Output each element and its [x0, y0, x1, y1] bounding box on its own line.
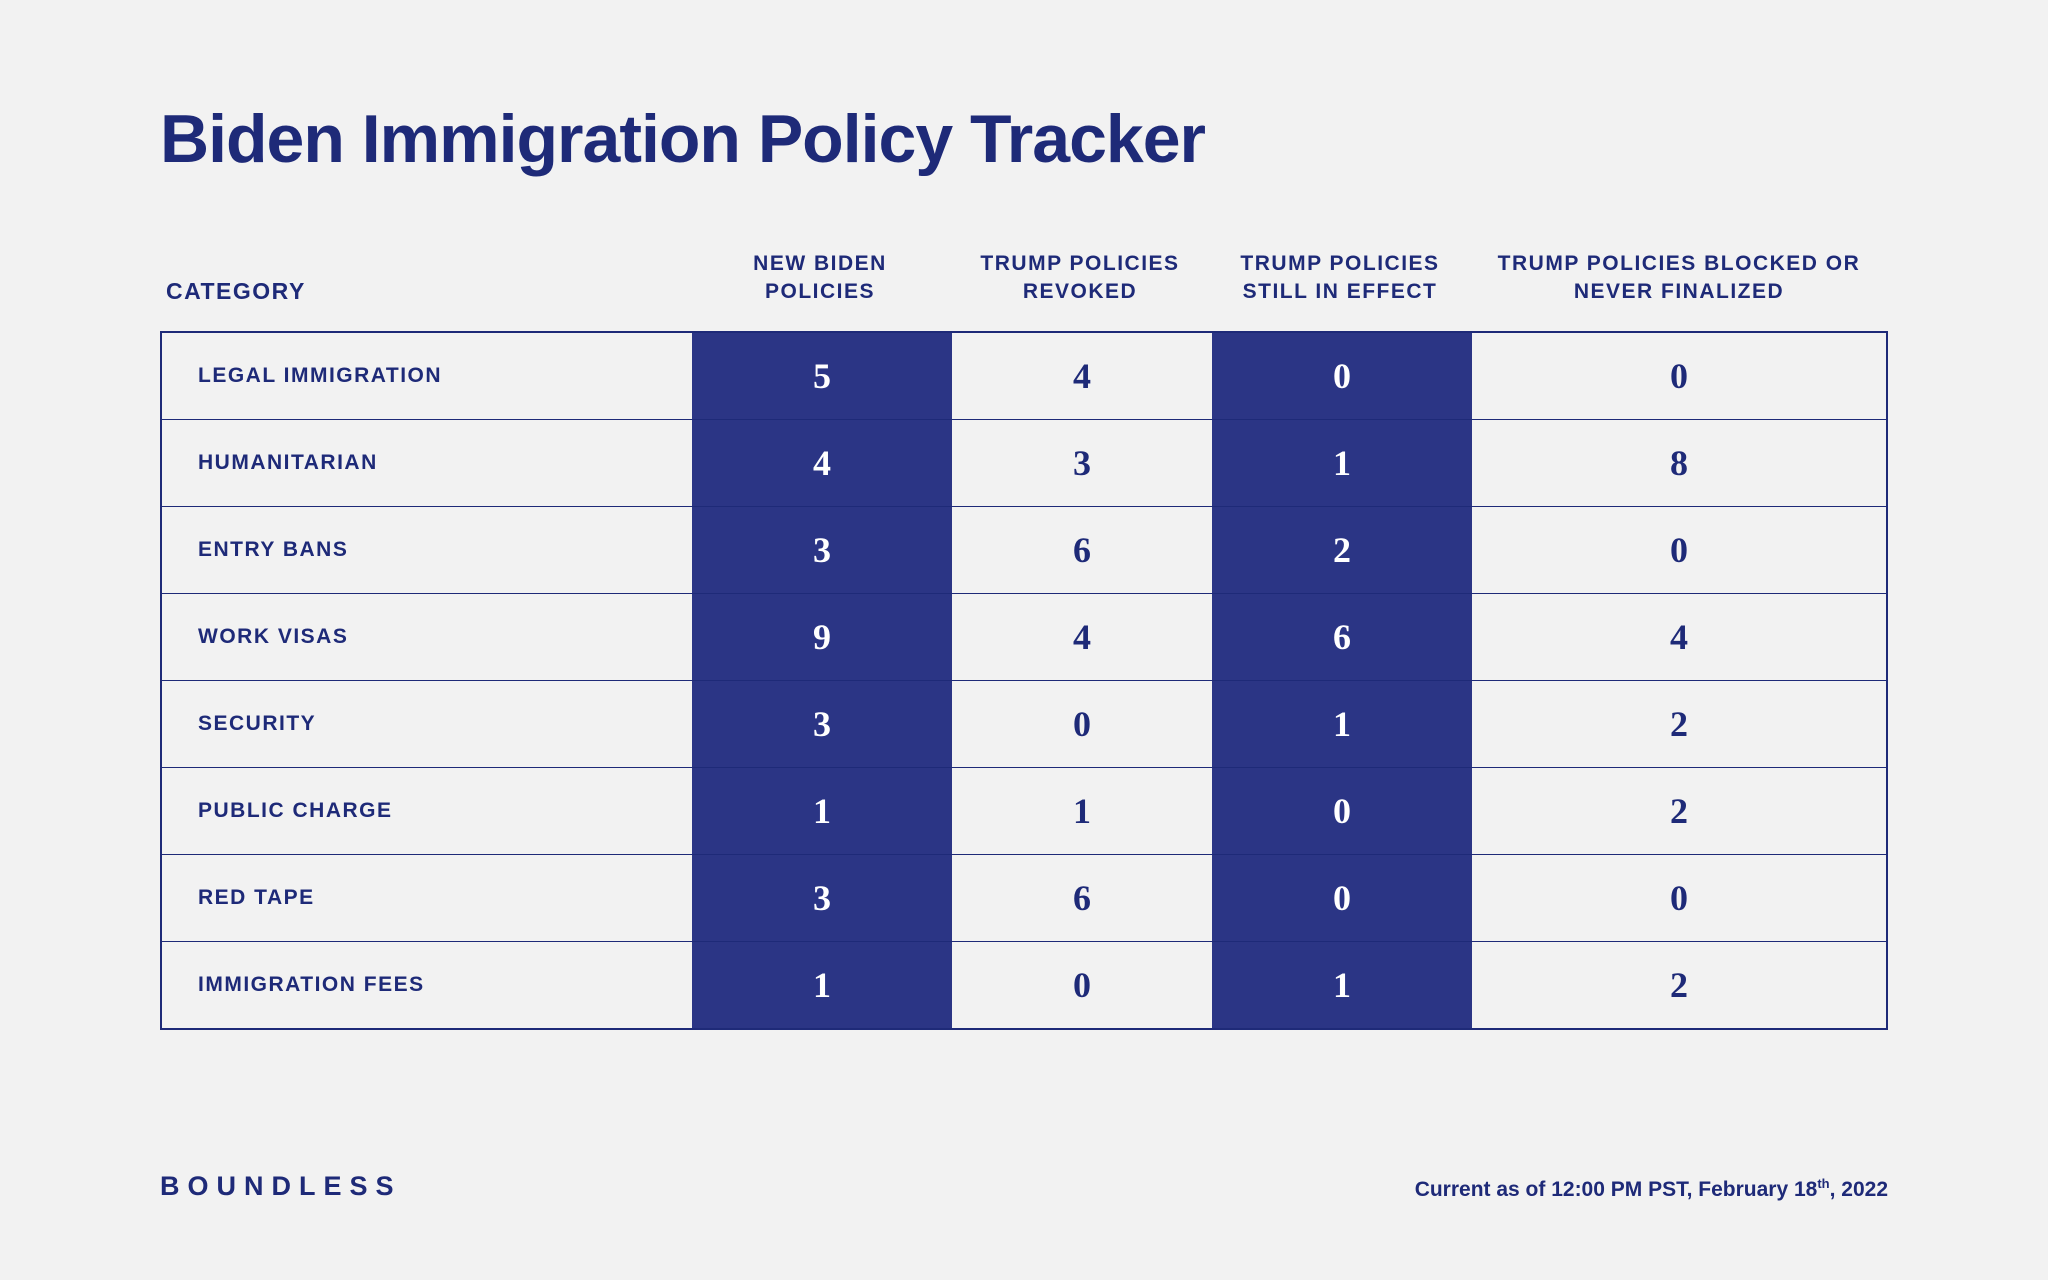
value-cell: 1 — [1212, 942, 1472, 1028]
category-cell: ENTRY BANS — [162, 507, 692, 593]
value-cell: 1 — [1212, 681, 1472, 767]
value-cell: 3 — [692, 855, 952, 941]
date-ordinal: th — [1817, 1176, 1829, 1191]
category-cell: RED TAPE — [162, 855, 692, 941]
policy-table: CATEGORYNEW BIDEN POLICIESTRUMP POLICIES… — [160, 238, 1888, 1030]
value-cell: 2 — [1212, 507, 1472, 593]
category-cell: IMMIGRATION FEES — [162, 942, 692, 1028]
date-note: Current as of 12:00 PM PST, February 18t… — [1415, 1176, 1888, 1202]
table-row: IMMIGRATION FEES1012 — [162, 942, 1886, 1028]
page-container: Biden Immigration Policy Tracker CATEGOR… — [0, 0, 2048, 1030]
table-row: ENTRY BANS3620 — [162, 507, 1886, 594]
table-row: WORK VISAS9464 — [162, 594, 1886, 681]
value-cell: 4 — [952, 594, 1212, 680]
category-cell: SECURITY — [162, 681, 692, 767]
category-cell: LEGAL IMMIGRATION — [162, 333, 692, 419]
value-cell: 4 — [1472, 594, 1886, 680]
value-cell: 6 — [1212, 594, 1472, 680]
value-cell: 5 — [692, 333, 952, 419]
value-cell: 4 — [952, 333, 1212, 419]
date-prefix: Current as of 12:00 PM PST, February 18 — [1415, 1178, 1818, 1201]
category-cell: PUBLIC CHARGE — [162, 768, 692, 854]
table-row: LEGAL IMMIGRATION5400 — [162, 333, 1886, 420]
column-header-3: TRUMP POLICIES STILL IN EFFECT — [1210, 238, 1470, 331]
brand-logo: BOUNDLESS — [160, 1171, 402, 1202]
value-cell: 0 — [952, 942, 1212, 1028]
value-cell: 6 — [952, 855, 1212, 941]
value-cell: 0 — [1472, 855, 1886, 941]
value-cell: 1 — [692, 942, 952, 1028]
category-cell: WORK VISAS — [162, 594, 692, 680]
value-cell: 3 — [952, 420, 1212, 506]
value-cell: 4 — [692, 420, 952, 506]
table-body: LEGAL IMMIGRATION5400HUMANITARIAN4318ENT… — [160, 331, 1888, 1030]
category-cell: HUMANITARIAN — [162, 420, 692, 506]
column-header-0: CATEGORY — [160, 238, 690, 331]
value-cell: 1 — [692, 768, 952, 854]
column-header-4: TRUMP POLICIES BLOCKED OR NEVER FINALIZE… — [1470, 238, 1888, 331]
value-cell: 0 — [952, 681, 1212, 767]
table-row: PUBLIC CHARGE1102 — [162, 768, 1886, 855]
value-cell: 3 — [692, 681, 952, 767]
value-cell: 0 — [1212, 333, 1472, 419]
table-row: RED TAPE3600 — [162, 855, 1886, 942]
value-cell: 0 — [1212, 768, 1472, 854]
column-header-1: NEW BIDEN POLICIES — [690, 238, 950, 331]
column-header-2: TRUMP POLICIES REVOKED — [950, 238, 1210, 331]
value-cell: 2 — [1472, 681, 1886, 767]
value-cell: 0 — [1472, 333, 1886, 419]
value-cell: 3 — [692, 507, 952, 593]
value-cell: 6 — [952, 507, 1212, 593]
value-cell: 9 — [692, 594, 952, 680]
value-cell: 0 — [1472, 507, 1886, 593]
value-cell: 2 — [1472, 768, 1886, 854]
value-cell: 2 — [1472, 942, 1886, 1028]
value-cell: 1 — [952, 768, 1212, 854]
table-row: SECURITY3012 — [162, 681, 1886, 768]
value-cell: 8 — [1472, 420, 1886, 506]
value-cell: 0 — [1212, 855, 1472, 941]
page-footer: BOUNDLESS Current as of 12:00 PM PST, Fe… — [160, 1171, 1888, 1202]
value-cell: 1 — [1212, 420, 1472, 506]
page-title: Biden Immigration Policy Tracker — [160, 100, 1888, 178]
date-year: , 2022 — [1830, 1178, 1888, 1201]
table-header-row: CATEGORYNEW BIDEN POLICIESTRUMP POLICIES… — [160, 238, 1888, 331]
table-row: HUMANITARIAN4318 — [162, 420, 1886, 507]
